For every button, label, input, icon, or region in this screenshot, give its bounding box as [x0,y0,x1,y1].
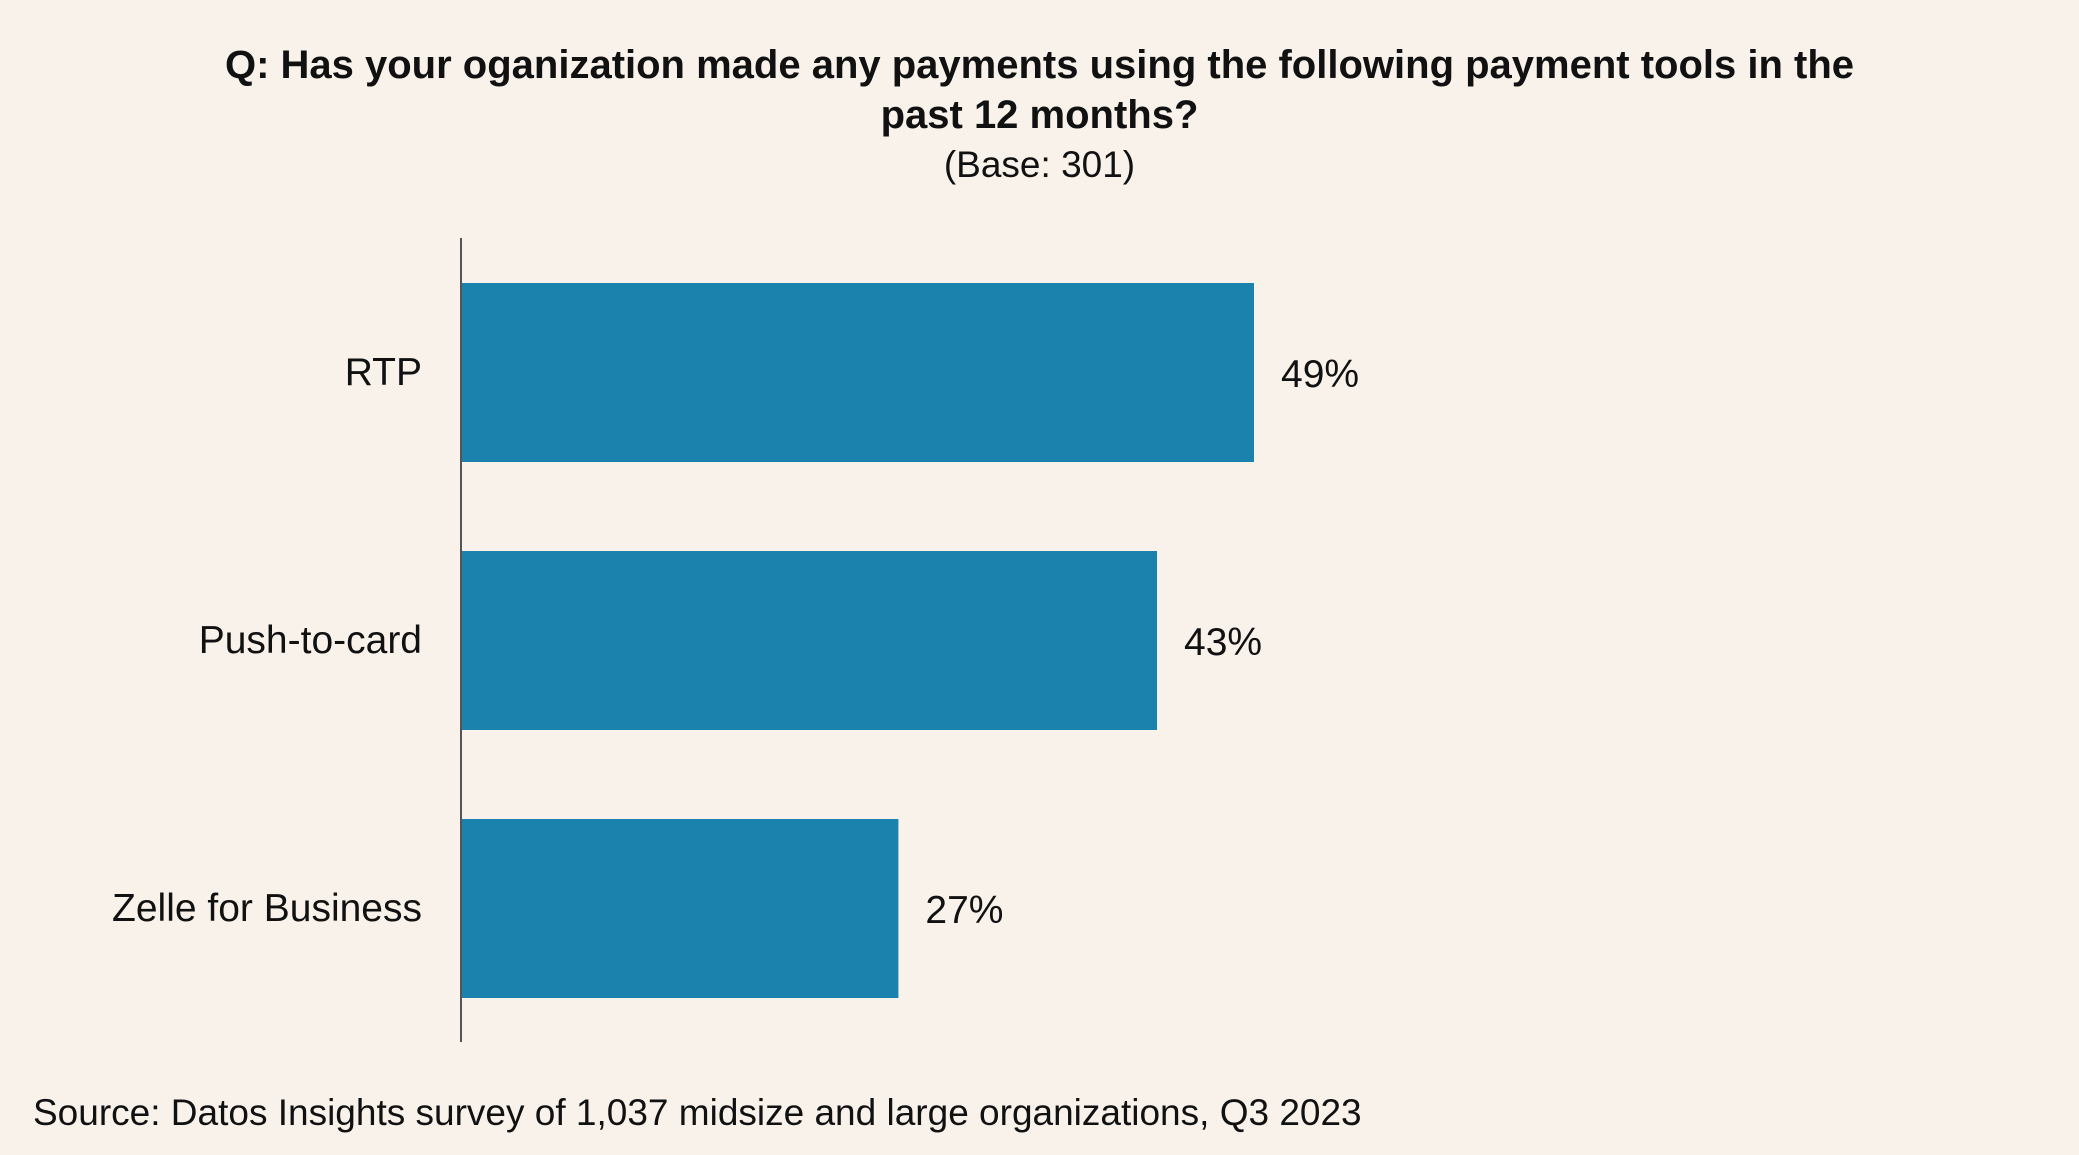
bar-rtp [462,283,1254,462]
value-label: 49% [1281,353,1359,396]
source-note: Source: Datos Insights survey of 1,037 m… [33,1092,1362,1133]
category-label: Push-to-card [199,619,422,662]
category-label: RTP [345,351,422,394]
chart-header: Q: Has your oganization made any payment… [0,40,2079,190]
bar-push-to-card [462,551,1158,730]
bar-zelle-for-business [462,819,899,998]
chart-title: Q: Has your oganization made any payment… [224,43,1855,137]
value-label: 43% [1184,621,1262,664]
chart-subtitle: (Base: 301) [943,144,1136,185]
category-label: Zelle for Business [112,887,422,930]
value-label: 27% [925,889,1003,932]
